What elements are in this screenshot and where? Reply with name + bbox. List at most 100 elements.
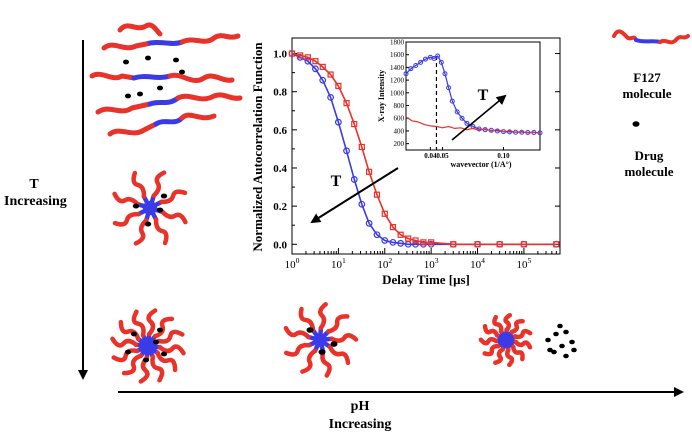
series-1-point	[373, 191, 381, 198]
inset-series-0-point	[422, 56, 428, 62]
series-1-point	[428, 239, 435, 246]
drug-dot-icon	[563, 329, 569, 335]
t-increasing-label: T Increasing	[4, 176, 67, 210]
micelle-core-icon	[500, 334, 512, 346]
series-1-point	[343, 100, 350, 107]
series-1-point	[496, 241, 503, 248]
y-tick-label: 1.0	[273, 49, 287, 61]
drug-dot-icon	[563, 353, 569, 359]
inset-t-arrow	[451, 94, 507, 141]
drug-dot-icon	[173, 57, 179, 63]
series-1-point	[358, 143, 365, 151]
series-0-point	[381, 237, 389, 244]
series-0-point	[373, 231, 381, 239]
series-1-point	[405, 235, 412, 242]
inset-x-axis-label: wavevector (1/A°)	[450, 160, 511, 169]
series-1-point	[450, 241, 457, 248]
y-tick-label: 0.4	[273, 163, 287, 175]
x-tick-label: 100	[285, 256, 300, 271]
inset-y-tick-label: 1400	[390, 64, 405, 72]
inset-series-0-point	[435, 53, 441, 59]
micelle-icon	[112, 170, 188, 246]
drug-dot-icon	[318, 349, 326, 355]
inset-series-1-line	[405, 116, 541, 134]
y-tick-label: 0.0	[273, 239, 287, 251]
drug-dot-icon	[569, 339, 575, 345]
inset-x-tick-label: 0.05	[436, 152, 449, 160]
micelle-cartoons	[89, 22, 690, 384]
series-1-point	[366, 168, 373, 175]
series-0-point	[319, 76, 327, 84]
inset-series-0-point	[408, 66, 414, 72]
series-1-point	[312, 58, 319, 65]
y-tick-label: 0.2	[273, 201, 287, 213]
inset-series-0-point	[459, 115, 465, 121]
inset-series-0-point	[494, 128, 500, 134]
y-tick-label: 0.8	[273, 87, 287, 99]
inset-series-0-point	[464, 120, 470, 126]
series-1-point	[288, 50, 296, 57]
series-0-point	[365, 219, 373, 227]
drug-dot-icon	[306, 327, 314, 333]
micelle-core-icon	[313, 333, 327, 347]
micelle-core-icon	[141, 339, 155, 353]
drug-dot-icon	[153, 339, 159, 345]
series-1-point	[335, 82, 342, 90]
small-micelle-icon	[478, 312, 533, 368]
drug-dot-icon	[125, 349, 131, 355]
inset-y-tick-label: 600	[394, 115, 405, 123]
drug-dot-icon	[330, 341, 338, 347]
saxs-inset-chart: 200 400 600 800 1000 1200 1400 1600 1800 0.04 0.05…	[377, 39, 543, 169]
drug-dot-icon	[144, 221, 152, 227]
ph-label: pH	[350, 399, 370, 414]
series-1-point	[327, 71, 334, 78]
drug-dot-icon	[137, 91, 143, 97]
inset-series-0-point	[431, 56, 437, 62]
ph-increasing-text: Increasing	[328, 417, 392, 432]
main-plot-frame	[291, 37, 561, 255]
aggregate-icon	[545, 323, 577, 359]
legend-f127-molecule: molecule	[622, 86, 672, 101]
series-1-point	[520, 241, 528, 248]
extended-chains-icon	[89, 22, 243, 137]
drug-dot-icon	[559, 343, 565, 349]
inset-x-tick-label: 0.04	[424, 152, 437, 160]
inset-y-tick-label: 1000	[390, 89, 405, 97]
series-1-point	[304, 54, 311, 61]
legend-drug-name: Drug	[634, 148, 664, 163]
inset-series-0-point	[476, 126, 482, 132]
inset-y-tick-label: 1800	[390, 39, 405, 47]
drug-dot-icon	[553, 331, 559, 337]
drug-dot-icon	[123, 59, 129, 65]
ph-increasing-label: pH Increasing	[300, 398, 420, 434]
series-1-point	[412, 237, 419, 244]
inset-series-0-point	[413, 63, 419, 69]
series-0-point	[312, 65, 319, 73]
micelle-icon	[283, 302, 359, 378]
legend-f127-name: F127	[633, 70, 661, 85]
x-tick-label: 104	[470, 256, 485, 271]
series-0-point	[327, 94, 335, 101]
drug-dot-icon	[131, 331, 137, 337]
inset-series-0-point	[454, 109, 460, 115]
y-tick-label: 0.6	[273, 125, 287, 137]
legend-f127-label: F127 molecule	[610, 70, 684, 102]
series-1-point	[397, 231, 404, 238]
drug-dot-icon	[557, 323, 563, 329]
drug-dot-icon	[145, 55, 151, 61]
drug-dot-icon	[156, 207, 164, 213]
drug-dot-icon	[179, 69, 185, 75]
inset-t-annotation: T	[478, 87, 489, 104]
drug-dot-icon	[157, 85, 163, 91]
x-tick-label: 101	[331, 256, 346, 271]
series-0-point	[343, 147, 350, 155]
series-1-line	[291, 52, 557, 246]
x-axis-label: Delay Time [μs]	[382, 272, 470, 287]
legend-drug-molecule: molecule	[624, 164, 674, 179]
inset-series-0-point	[403, 71, 409, 77]
inset-y-tick-label: 1200	[390, 77, 405, 85]
series-0-point	[304, 57, 312, 65]
series-1-point	[381, 210, 388, 217]
series-1-point	[389, 224, 397, 231]
x-tick-label: 102	[377, 256, 392, 271]
